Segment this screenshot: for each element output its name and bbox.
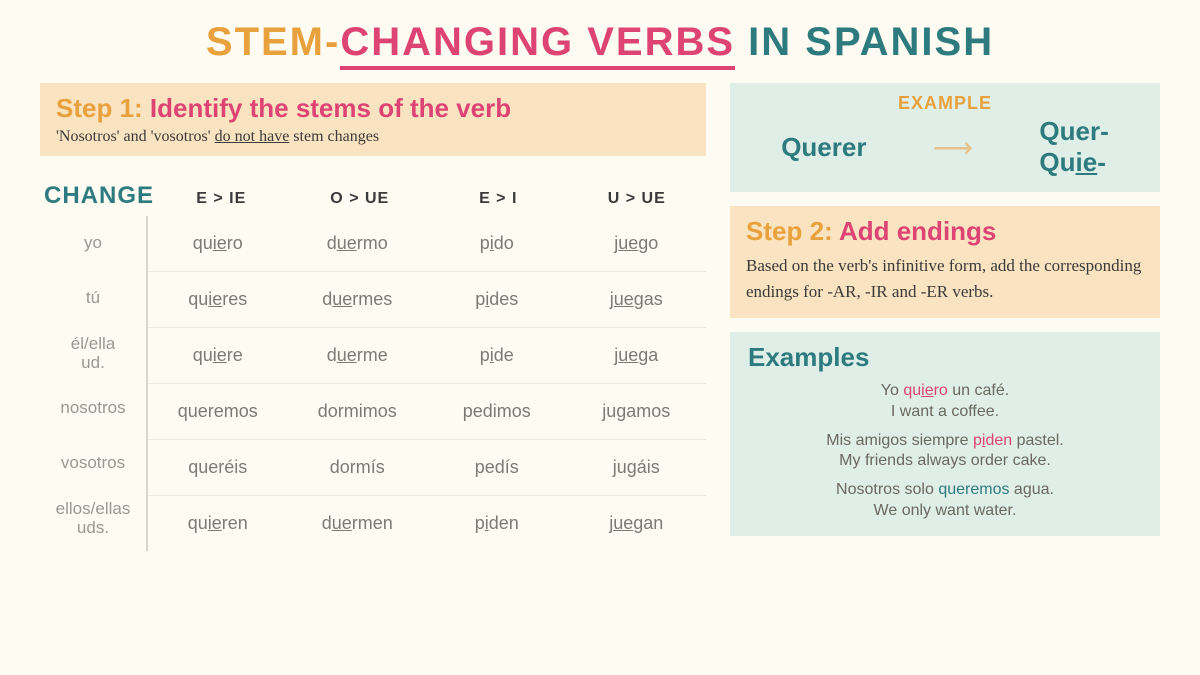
example-sentence: Yo quiero un café.I want a coffee. — [748, 381, 1142, 423]
table-row: queremosdormimospedimosjugamos — [148, 384, 706, 440]
conj-cell: juegas — [567, 272, 707, 327]
conj-cell: dormimos — [288, 384, 428, 439]
title-part-3: IN SPANISH — [735, 20, 994, 64]
examples-box: Examples Yo quiero un café.I want a coff… — [730, 332, 1160, 536]
table-row: queréisdormíspedísjugáis — [148, 440, 706, 496]
conj-cell: pedís — [427, 440, 567, 495]
col-head: O > UE — [291, 190, 430, 208]
pronoun-cell: ellos/ellasuds. — [40, 491, 146, 546]
col-head: E > IE — [152, 190, 291, 208]
conj-cell: jugamos — [567, 384, 707, 439]
table-row: quieresduermespidesjuegas — [148, 272, 706, 328]
pronoun-cell: tú — [40, 271, 146, 326]
arrow-icon: ⟶ — [933, 131, 973, 164]
conjugation-table: yotúél/ellaud.nosotrosvosotrosellos/ella… — [40, 216, 706, 551]
step-1-box: Step 1: Identify the stems of the verb '… — [40, 83, 706, 156]
step-2-label: Step 2: — [746, 216, 839, 246]
example-label: EXAMPLE — [748, 93, 1142, 114]
col-head: U > UE — [568, 190, 707, 208]
step-2-text: Add endings — [839, 216, 996, 246]
conj-cell: pide — [427, 328, 567, 383]
example-sentence: Mis amigos siempre piden pastel.My frien… — [748, 431, 1142, 473]
conj-cell: quieres — [148, 272, 288, 327]
step-1-label: Step 1: — [56, 93, 150, 123]
conj-cell: quieren — [148, 496, 288, 551]
step-1-text: Identify the stems of the verb — [150, 93, 511, 123]
conj-cell: juega — [567, 328, 707, 383]
conj-cell: pido — [427, 216, 567, 271]
conj-cell: queréis — [148, 440, 288, 495]
examples-title: Examples — [748, 342, 1142, 373]
example-r2: Quie- — [1039, 147, 1105, 178]
title-part-2: CHANGING VERBS — [340, 20, 735, 70]
table-row: quieroduermopidojuego — [148, 216, 706, 272]
conj-cell: duermo — [288, 216, 428, 271]
example-sentence: Nosotros solo queremos agua.We only want… — [748, 480, 1142, 522]
title-part-1: STEM- — [206, 20, 340, 64]
pronoun-cell: vosotros — [40, 436, 146, 491]
conj-cell: pedimos — [427, 384, 567, 439]
pronoun-cell: él/ellaud. — [40, 326, 146, 381]
example-left: Querer — [781, 132, 866, 163]
conj-cell: pides — [427, 272, 567, 327]
table-header: CHANGE E > IE O > UE E > I U > UE — [40, 182, 706, 210]
conj-cell: duerme — [288, 328, 428, 383]
conj-cell: piden — [427, 496, 567, 551]
step-2-body: Based on the verb's infinitive form, add… — [746, 253, 1144, 304]
conj-cell: jugáis — [567, 440, 707, 495]
conj-cell: duermen — [288, 496, 428, 551]
step-1-subtitle: 'Nosotros' and 'vosotros' do not have st… — [56, 128, 690, 146]
conj-cell: queremos — [148, 384, 288, 439]
table-row: quiereduermepidejuega — [148, 328, 706, 384]
conj-cell: duermes — [288, 272, 428, 327]
conj-cell: juegan — [567, 496, 707, 551]
col-head: E > I — [429, 190, 568, 208]
conj-cell: dormís — [288, 440, 428, 495]
conj-cell: juego — [567, 216, 707, 271]
step-2-box: Step 2: Add endings Based on the verb's … — [730, 206, 1160, 318]
pronoun-cell: nosotros — [40, 381, 146, 436]
pronoun-cell: yo — [40, 216, 146, 271]
conj-cell: quiere — [148, 328, 288, 383]
conj-cell: quiero — [148, 216, 288, 271]
change-label: CHANGE — [44, 182, 152, 210]
table-row: quierenduermenpidenjuegan — [148, 496, 706, 551]
example-r1: Quer- — [1039, 116, 1108, 147]
example-box: EXAMPLE Querer ⟶ Quer- Quie- — [730, 83, 1160, 192]
page-title: STEM-CHANGING VERBS IN SPANISH — [40, 20, 1160, 65]
